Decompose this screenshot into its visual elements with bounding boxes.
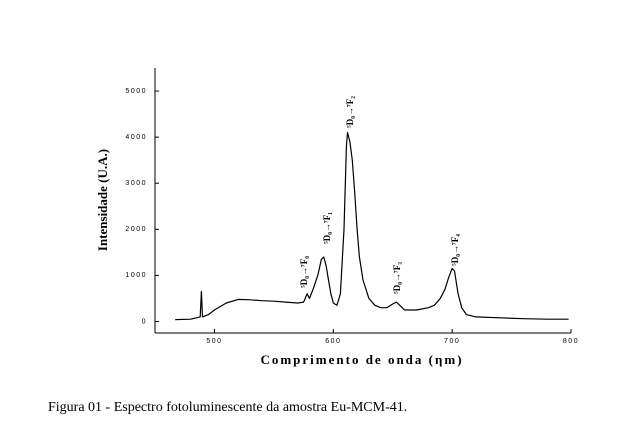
transition-label: ⁵D₀→⁷F₄ bbox=[450, 234, 460, 266]
y-tick-label: 5000 bbox=[125, 88, 147, 95]
y-axis-label: Intensidade (U.A.) bbox=[95, 149, 110, 251]
x-tick-label: 800 bbox=[563, 338, 579, 345]
transition-label: ⁵D₀→⁷F₃ bbox=[392, 262, 402, 294]
x-tick-label: 500 bbox=[206, 338, 222, 345]
y-tick-label: 2000 bbox=[125, 226, 147, 233]
transition-label: ⁵D₀→⁷F₂ bbox=[345, 96, 355, 128]
caption: Figura 01 - Espectro fotoluminescente da… bbox=[48, 400, 407, 415]
y-tick-label: 1000 bbox=[125, 272, 147, 279]
x-tick-label: 600 bbox=[325, 338, 341, 345]
spectrum-line bbox=[175, 131, 569, 321]
y-tick-label: 4000 bbox=[125, 134, 147, 141]
y-tick-label: 3000 bbox=[125, 180, 147, 187]
transition-label: ⁵D₀→⁷F₀ bbox=[299, 256, 309, 288]
y-tick-label: 0 bbox=[142, 318, 147, 325]
x-tick-label: 700 bbox=[444, 338, 460, 345]
x-axis-label: Comprimento de onda (ηm) bbox=[260, 352, 463, 367]
transition-label: ⁵D₀→⁷F₁ bbox=[322, 212, 332, 244]
